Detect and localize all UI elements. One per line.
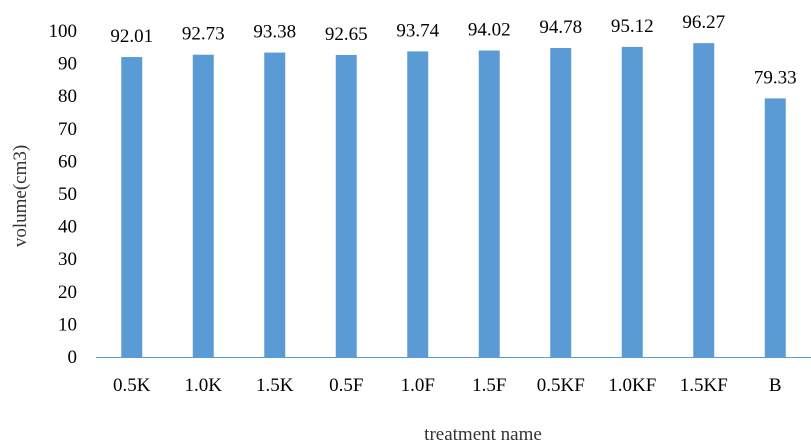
y-tick-label: 70 — [58, 119, 77, 140]
y-tick-label: 80 — [58, 86, 77, 107]
bars — [121, 43, 786, 358]
x-tick-label: 1.0KF — [608, 375, 656, 396]
bar — [764, 98, 786, 357]
x-axis-title: treatment name — [424, 424, 542, 445]
bar — [693, 43, 715, 358]
data-labels: 92.01 92.73 93.38 92.65 93.74 94.02 94.78 95.12… — [110, 12, 796, 88]
data-label: 79.33 — [754, 67, 797, 88]
y-tick-label: 50 — [58, 184, 77, 205]
x-tick-label: B — [769, 375, 782, 396]
bar — [192, 54, 214, 358]
x-tick-label: 0.5KF — [537, 375, 585, 396]
data-label: 93.74 — [396, 20, 439, 41]
y-tick-label: 20 — [58, 282, 77, 303]
data-label: 95.12 — [611, 16, 654, 37]
data-label: 94.02 — [468, 19, 511, 40]
data-label: 92.73 — [182, 24, 225, 45]
y-tick-label: 10 — [58, 314, 77, 335]
x-axis-categories: 0.5K 1.0K 1.5K 0.5F 1.0F 1.5F 0.5KF 1.0KF 1.5KF B — [113, 375, 782, 396]
data-label: 92.65 — [325, 24, 368, 45]
x-tick-label: 0.5F — [329, 375, 363, 396]
x-tick-label: 1.0K — [185, 375, 223, 396]
data-label: 92.01 — [110, 26, 153, 47]
bar — [335, 54, 357, 357]
x-tick-label: 1.5F — [472, 375, 506, 396]
bar — [407, 51, 429, 358]
bar — [621, 46, 643, 357]
x-tick-label: 0.5K — [113, 375, 151, 396]
bar — [550, 48, 572, 357]
x-tick-label: 1.0F — [401, 375, 435, 396]
y-tick-label: 90 — [58, 54, 77, 75]
x-tick-label: 1.5K — [256, 375, 294, 396]
y-tick-label: 0 — [68, 347, 78, 368]
data-label: 96.27 — [682, 12, 725, 33]
y-tick-label: 100 — [49, 21, 78, 42]
bar — [264, 52, 286, 357]
y-tick-label: 40 — [58, 217, 77, 238]
y-axis-title: volume(cm3) — [10, 145, 31, 247]
x-tick-label: 1.5KF — [680, 375, 728, 396]
y-tick-label: 30 — [58, 249, 77, 270]
data-label: 93.38 — [253, 22, 296, 43]
bar — [121, 57, 143, 358]
y-axis-ticks: 0 10 20 30 40 50 60 70 80 90 100 — [49, 21, 78, 368]
bar — [478, 50, 500, 357]
y-tick-label: 60 — [58, 151, 77, 172]
data-label: 94.78 — [539, 17, 582, 38]
